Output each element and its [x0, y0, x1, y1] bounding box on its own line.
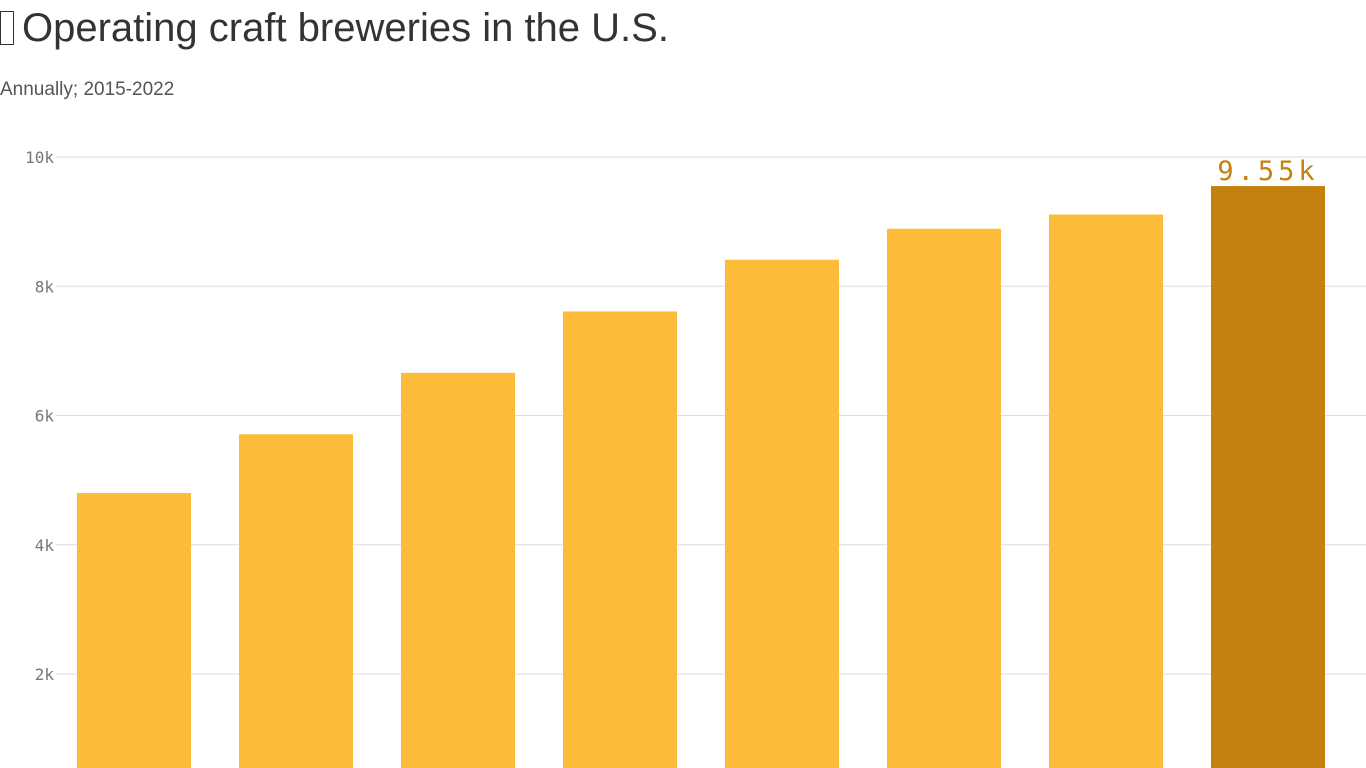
- bars: [77, 186, 1325, 768]
- bar-2015: [77, 493, 191, 768]
- value-label-2022: 9.55k: [1217, 156, 1318, 187]
- chart-title: Operating craft breweries in the U.S.: [0, 4, 669, 52]
- chart-subtitle: Annually; 2015-2022: [0, 79, 175, 100]
- y-tick-label: 10k: [25, 148, 54, 167]
- y-tick-label: 2k: [35, 665, 55, 684]
- bar-2016: [239, 434, 353, 768]
- y-tick-label: 6k: [35, 407, 55, 426]
- bar-2021: [1049, 214, 1163, 768]
- bar-2019: [725, 259, 839, 768]
- bar-2017: [401, 372, 515, 768]
- bar-2022: [1211, 186, 1325, 768]
- y-tick-label: 4k: [35, 536, 55, 555]
- bar-2018: [563, 311, 677, 768]
- y-tick-label: 8k: [35, 277, 55, 296]
- bar-2020: [887, 228, 1001, 768]
- labels: 2k 4k 6k 8k 10k 9.55k: [25, 148, 1318, 684]
- chart-title-text: Operating craft breweries in the U.S.: [22, 6, 669, 50]
- title-icon: [0, 11, 14, 45]
